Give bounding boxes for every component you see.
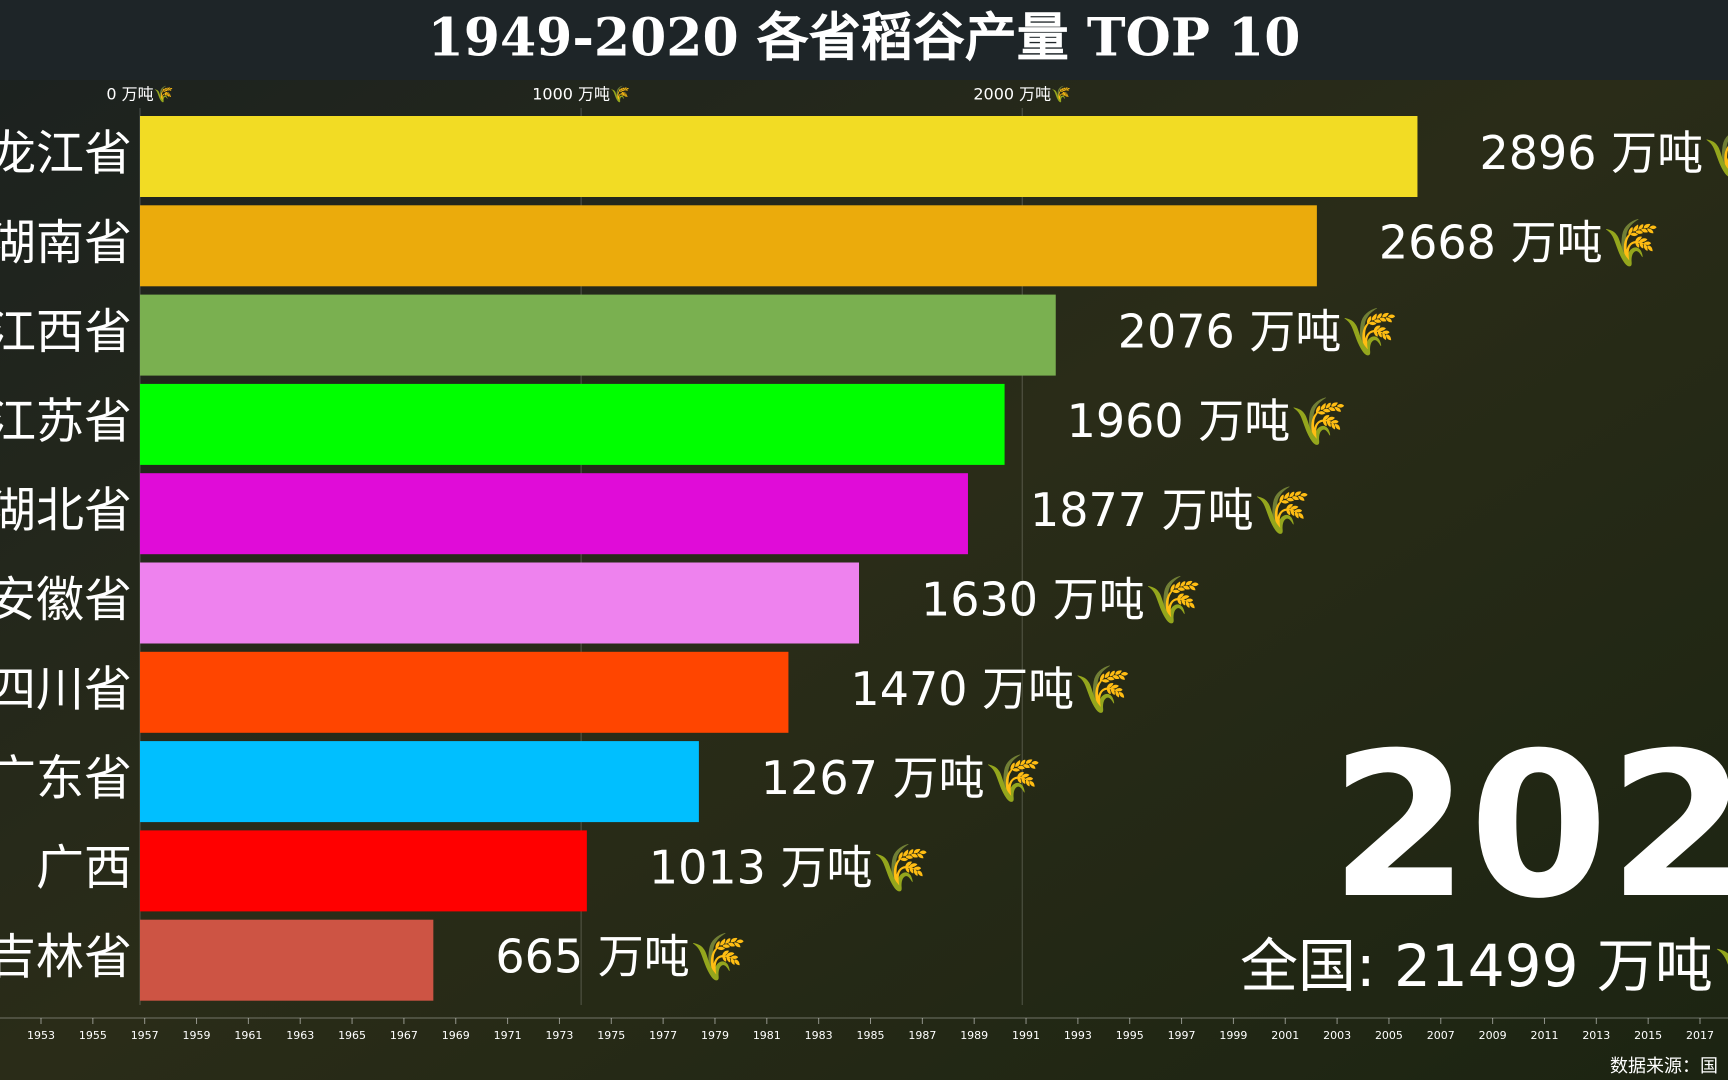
category-label: 黑龙江省 (0, 126, 132, 182)
timeline-tick-label: 2009 (1479, 1029, 1507, 1042)
bar (140, 830, 587, 912)
timeline-tick-label: 2005 (1375, 1029, 1403, 1042)
bar (140, 205, 1317, 287)
timeline-tick-label: 1953 (27, 1029, 55, 1042)
timeline-tick-label: 1967 (390, 1029, 418, 1042)
source: 数据来源：国 (1610, 1056, 1718, 1077)
bar (140, 116, 1418, 197)
timeline-tick-label: 1983 (805, 1029, 833, 1042)
timeline-tick-label: 1973 (545, 1029, 573, 1042)
value-label: 1630 万吨🌾 (921, 573, 1202, 627)
year-label: 2020 (1330, 710, 1728, 943)
timeline-tick-label: 1963 (286, 1029, 314, 1042)
chart-title: 1949-2020 各省稻谷产量 TOP 10 (428, 8, 1301, 69)
timeline-tick-label: 2001 (1271, 1029, 1299, 1042)
timeline-tick-label: 1997 (1168, 1029, 1196, 1042)
timeline-tick-label: 1955 (79, 1029, 107, 1042)
timeline-tick-label: 1969 (442, 1029, 470, 1042)
timeline-tick-label: 1959 (183, 1029, 211, 1042)
x-tick-label: 0 万吨🌾 (106, 85, 173, 104)
timeline-tick-label: 2011 (1530, 1029, 1558, 1042)
category-label: 湖南省 (0, 215, 132, 271)
bar (140, 562, 860, 644)
value-label: 2896 万吨🌾 (1479, 126, 1728, 180)
timeline-tick-label: 1975 (597, 1029, 625, 1042)
category-label: 江西省 (0, 304, 132, 360)
category-label: 四川省 (0, 661, 132, 717)
timeline-tick-label: 1957 (131, 1029, 159, 1042)
value-label: 1960 万吨🌾 (1067, 394, 1348, 448)
category-label: 广西 (36, 840, 132, 896)
value-label: 1267 万吨🌾 (761, 751, 1042, 805)
bar (140, 383, 1005, 465)
timeline-tick-label: 1977 (649, 1029, 677, 1042)
timeline-tick-label: 1985 (857, 1029, 885, 1042)
value-label: 1877 万吨🌾 (1030, 483, 1311, 537)
title-band (0, 0, 1728, 80)
timeline-tick-label: 1965 (338, 1029, 366, 1042)
timeline-tick-label: 2013 (1582, 1029, 1610, 1042)
timeline-tick-label: 1987 (908, 1029, 936, 1042)
timeline-tick-label: 1999 (1219, 1029, 1247, 1042)
value-label: 1470 万吨🌾 (850, 662, 1131, 716)
category-label: 湖北省 (0, 483, 132, 539)
timeline-tick-label: 1993 (1064, 1029, 1092, 1042)
value-label: 2076 万吨🌾 (1118, 305, 1399, 359)
category-label: 安徽省 (0, 572, 132, 628)
bar (140, 473, 968, 555)
bar (140, 651, 789, 733)
timeline-tick-label: 2015 (1634, 1029, 1662, 1042)
timeline-tick-label: 1989 (960, 1029, 988, 1042)
timeline-tick-label: 2007 (1427, 1029, 1455, 1042)
timeline-tick-label: 1961 (234, 1029, 262, 1042)
timeline-tick-label: 1979 (701, 1029, 729, 1042)
value-label: 665 万吨🌾 (495, 930, 747, 984)
timeline-tick-label: 1991 (1012, 1029, 1040, 1042)
category-label: 吉林省 (0, 929, 132, 985)
x-tick-label: 2000 万吨🌾 (973, 85, 1071, 104)
bar (140, 741, 699, 823)
timeline-tick-label: 2003 (1323, 1029, 1351, 1042)
timeline-tick-label: 1995 (1116, 1029, 1144, 1042)
bar (140, 919, 434, 1001)
timeline-tick-label: 1981 (753, 1029, 781, 1042)
bar (140, 294, 1056, 376)
timeline-tick-label: 1971 (494, 1029, 522, 1042)
total-label: 全国: 21499 万吨🌾 (1240, 932, 1728, 1000)
value-label: 2668 万吨🌾 (1379, 215, 1660, 269)
value-label: 1013 万吨🌾 (649, 840, 930, 894)
timeline-tick-label: 2017 (1686, 1029, 1714, 1042)
category-label: 江苏省 (0, 393, 132, 449)
x-tick-label: 1000 万吨🌾 (532, 85, 630, 104)
category-label: 广东省 (0, 751, 132, 807)
